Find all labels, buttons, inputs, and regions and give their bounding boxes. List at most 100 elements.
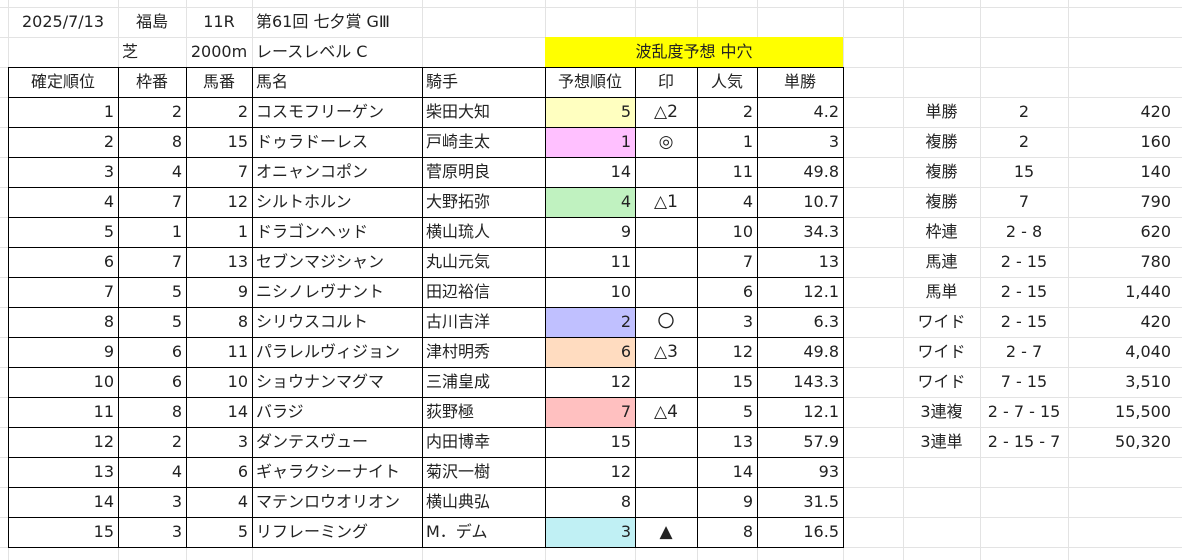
cell-pop[interactable]: 6 [742, 282, 753, 301]
cell-mark[interactable] [635, 487, 697, 517]
cell-pop[interactable]: 11 [732, 162, 753, 181]
cell-jockey[interactable]: 荻野極 [426, 402, 475, 421]
race-level[interactable]: レースレベル C [256, 42, 368, 61]
cell-mark[interactable]: △4 [654, 402, 678, 422]
cell-jockey[interactable]: 津村明秀 [426, 342, 491, 361]
cell-finish[interactable]: 10 [93, 372, 114, 391]
payout-amount[interactable]: 140 [1140, 162, 1171, 181]
payout-type[interactable]: 馬連 [925, 252, 958, 271]
cell-jockey[interactable]: 菊沢一樹 [426, 462, 491, 481]
cell-number[interactable]: 14 [227, 402, 248, 421]
cell-number[interactable]: 7 [237, 162, 248, 181]
payout-type[interactable]: 複勝 [925, 132, 958, 151]
cell-mark[interactable]: △2 [654, 102, 678, 122]
cell-number[interactable]: 9 [237, 282, 248, 301]
cell-odds[interactable]: 13 [818, 252, 839, 271]
cell-horse[interactable]: セブンマジシャン [256, 252, 385, 271]
cell-horse[interactable]: ギャラクシーナイト [256, 462, 401, 481]
cell-odds[interactable]: 12.1 [803, 282, 839, 301]
cell-pred[interactable]: 7 [545, 397, 635, 427]
cell-mark[interactable]: △1 [654, 192, 678, 212]
cell-pred[interactable]: 8 [620, 492, 631, 511]
cell-pop[interactable]: 3 [742, 312, 753, 331]
cell-frame[interactable]: 3 [171, 492, 182, 511]
cell-horse[interactable]: バラジ [256, 402, 304, 421]
payout-type[interactable]: 3連複 [920, 402, 963, 421]
cell-number[interactable]: 12 [227, 192, 248, 211]
cell-horse[interactable]: マテンロウオリオン [256, 492, 401, 511]
cell-jockey[interactable]: M．デム [426, 522, 488, 541]
cell-finish[interactable]: 1 [103, 102, 114, 121]
cell-horse[interactable]: リフレーミング [256, 522, 369, 541]
cell-pop[interactable]: 4 [742, 192, 753, 211]
cell-number[interactable]: 15 [227, 132, 248, 151]
payout-amount[interactable]: 1,440 [1125, 282, 1171, 301]
cell-odds[interactable]: 3 [828, 132, 839, 151]
cell-frame[interactable]: 5 [171, 282, 182, 301]
race-distance[interactable]: 2000m [190, 42, 248, 61]
payout-combo[interactable]: 2 - 7 [1005, 342, 1043, 361]
cell-finish[interactable]: 5 [103, 222, 114, 241]
cell-pred[interactable]: 10 [610, 282, 631, 301]
cell-mark[interactable] [635, 157, 697, 187]
race-date[interactable]: 2025/7/13 [21, 12, 105, 31]
cell-finish[interactable]: 6 [103, 252, 114, 271]
cell-finish[interactable]: 3 [103, 162, 114, 181]
cell-jockey[interactable]: 内田博幸 [426, 432, 491, 451]
cell-number[interactable]: 10 [227, 372, 248, 391]
cell-horse[interactable]: ショウナンマグマ [256, 372, 385, 391]
cell-mark[interactable] [635, 247, 697, 277]
cell-number[interactable]: 3 [237, 432, 248, 451]
payout-type[interactable]: 単勝 [925, 102, 958, 121]
cell-jockey[interactable]: 横山典弘 [426, 492, 491, 511]
payout-combo[interactable]: 2 [1018, 102, 1030, 121]
cell-odds[interactable]: 4.2 [813, 102, 839, 121]
cell-mark[interactable] [635, 457, 697, 487]
cell-frame[interactable]: 3 [171, 522, 182, 541]
payout-type[interactable]: ワイド [917, 342, 966, 361]
column-header[interactable]: 予想順位 [557, 72, 622, 91]
column-header[interactable]: 確定順位 [30, 72, 95, 91]
cell-pop[interactable]: 12 [732, 342, 753, 361]
race-venue[interactable]: 福島 [135, 12, 168, 31]
cell-pop[interactable]: 8 [742, 522, 753, 541]
cell-number[interactable]: 13 [227, 252, 248, 271]
payout-combo[interactable]: 2 - 15 [1000, 252, 1048, 271]
cell-jockey[interactable]: 戸崎圭太 [426, 132, 491, 151]
cell-jockey[interactable]: 横山琉人 [426, 222, 491, 241]
payout-amount[interactable]: 420 [1140, 102, 1171, 121]
column-header[interactable]: 騎手 [426, 72, 459, 91]
cell-frame[interactable]: 6 [171, 342, 182, 361]
cell-pred[interactable]: 1 [545, 127, 635, 157]
cell-mark[interactable] [635, 367, 697, 397]
cell-number[interactable]: 6 [237, 462, 248, 481]
payout-combo[interactable]: 2 [1018, 132, 1030, 151]
cell-jockey[interactable]: 田辺裕信 [426, 282, 491, 301]
payout-combo[interactable]: 7 - 15 [1000, 372, 1048, 391]
cell-pred[interactable]: 9 [620, 222, 631, 241]
payout-combo[interactable]: 2 - 15 [1000, 282, 1048, 301]
cell-horse[interactable]: ニシノレヴナント [256, 282, 385, 301]
payout-type[interactable]: 枠連 [925, 222, 958, 241]
cell-pop[interactable]: 10 [732, 222, 753, 241]
cell-jockey[interactable]: 丸山元気 [426, 252, 491, 271]
cell-number[interactable]: 5 [237, 522, 248, 541]
cell-number[interactable]: 1 [237, 222, 248, 241]
cell-odds[interactable]: 143.3 [793, 372, 839, 391]
column-header[interactable]: 枠番 [135, 72, 168, 91]
payout-combo[interactable]: 2 - 15 - 7 [987, 432, 1061, 451]
payout-combo[interactable]: 15 [1013, 162, 1035, 181]
cell-finish[interactable]: 2 [103, 132, 114, 151]
cell-frame[interactable]: 7 [171, 252, 182, 271]
cell-finish[interactable]: 11 [93, 402, 114, 421]
cell-odds[interactable]: 49.8 [803, 342, 839, 361]
cell-jockey[interactable]: 柴田大知 [426, 102, 491, 121]
cell-pop[interactable]: 7 [742, 252, 753, 271]
cell-number[interactable]: 8 [237, 312, 248, 331]
cell-odds[interactable]: 16.5 [803, 522, 839, 541]
cell-mark[interactable]: ▲ [659, 522, 673, 542]
cell-horse[interactable]: シルトホルン [256, 192, 352, 211]
cell-mark[interactable]: 〇 [657, 312, 675, 332]
cell-odds[interactable]: 31.5 [803, 492, 839, 511]
cell-frame[interactable]: 2 [171, 432, 182, 451]
